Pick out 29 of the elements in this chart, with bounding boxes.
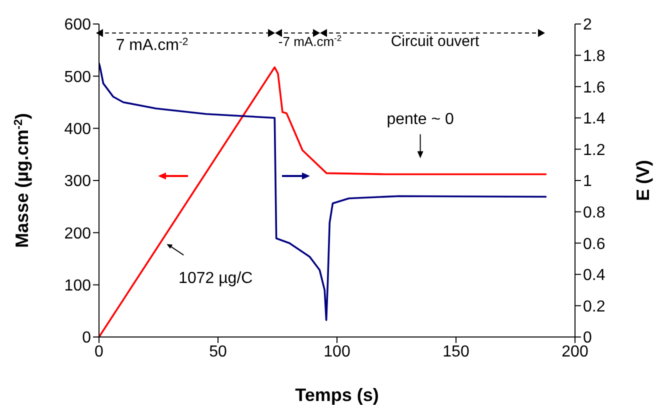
y-tick-label: 300	[64, 173, 92, 190]
y2-axis-title: E (V)	[633, 160, 653, 202]
x-tick-label: 150	[442, 343, 470, 360]
y-tick-label: 100	[64, 278, 92, 295]
y-tick-label: 600	[64, 16, 92, 34]
y-tick-label: 400	[64, 121, 92, 138]
y2-tick-label: 2	[583, 16, 592, 34]
y2-tick-label: 1.4	[583, 110, 606, 128]
y-tick-label: 200	[64, 225, 92, 242]
y2-tick-label: 0.8	[583, 204, 606, 222]
y2-tick-label: 0.2	[583, 298, 606, 316]
y2-tick-label: 0.6	[583, 236, 606, 253]
x-tick-label: 50	[209, 343, 227, 360]
annotation: -7 mA.cm$^{-2}$	[278, 33, 342, 49]
annotation: 7 mA.cm$^{-2}$	[116, 36, 188, 54]
x-tick-label: 0	[94, 343, 104, 360]
y-tick-label: 500	[64, 68, 92, 86]
y2-tick-label: 1.6	[583, 79, 606, 96]
annotation: 1072 µg/C	[178, 270, 253, 288]
annotation: pente ~ 0	[386, 111, 454, 128]
annotation: Circuit ouvert	[390, 33, 480, 50]
x-tick-label: 200	[562, 343, 588, 360]
y2-tick-label: 0.4	[583, 267, 606, 284]
x-axis-title: Temps (s)	[295, 385, 379, 405]
y2-tick-label: 1.2	[583, 142, 606, 159]
y-tick-label: 0	[82, 330, 92, 347]
x-tick-label: 100	[324, 343, 350, 360]
y2-tick-label: 1.8	[583, 48, 606, 65]
y2-tick-label: 1	[583, 173, 592, 190]
